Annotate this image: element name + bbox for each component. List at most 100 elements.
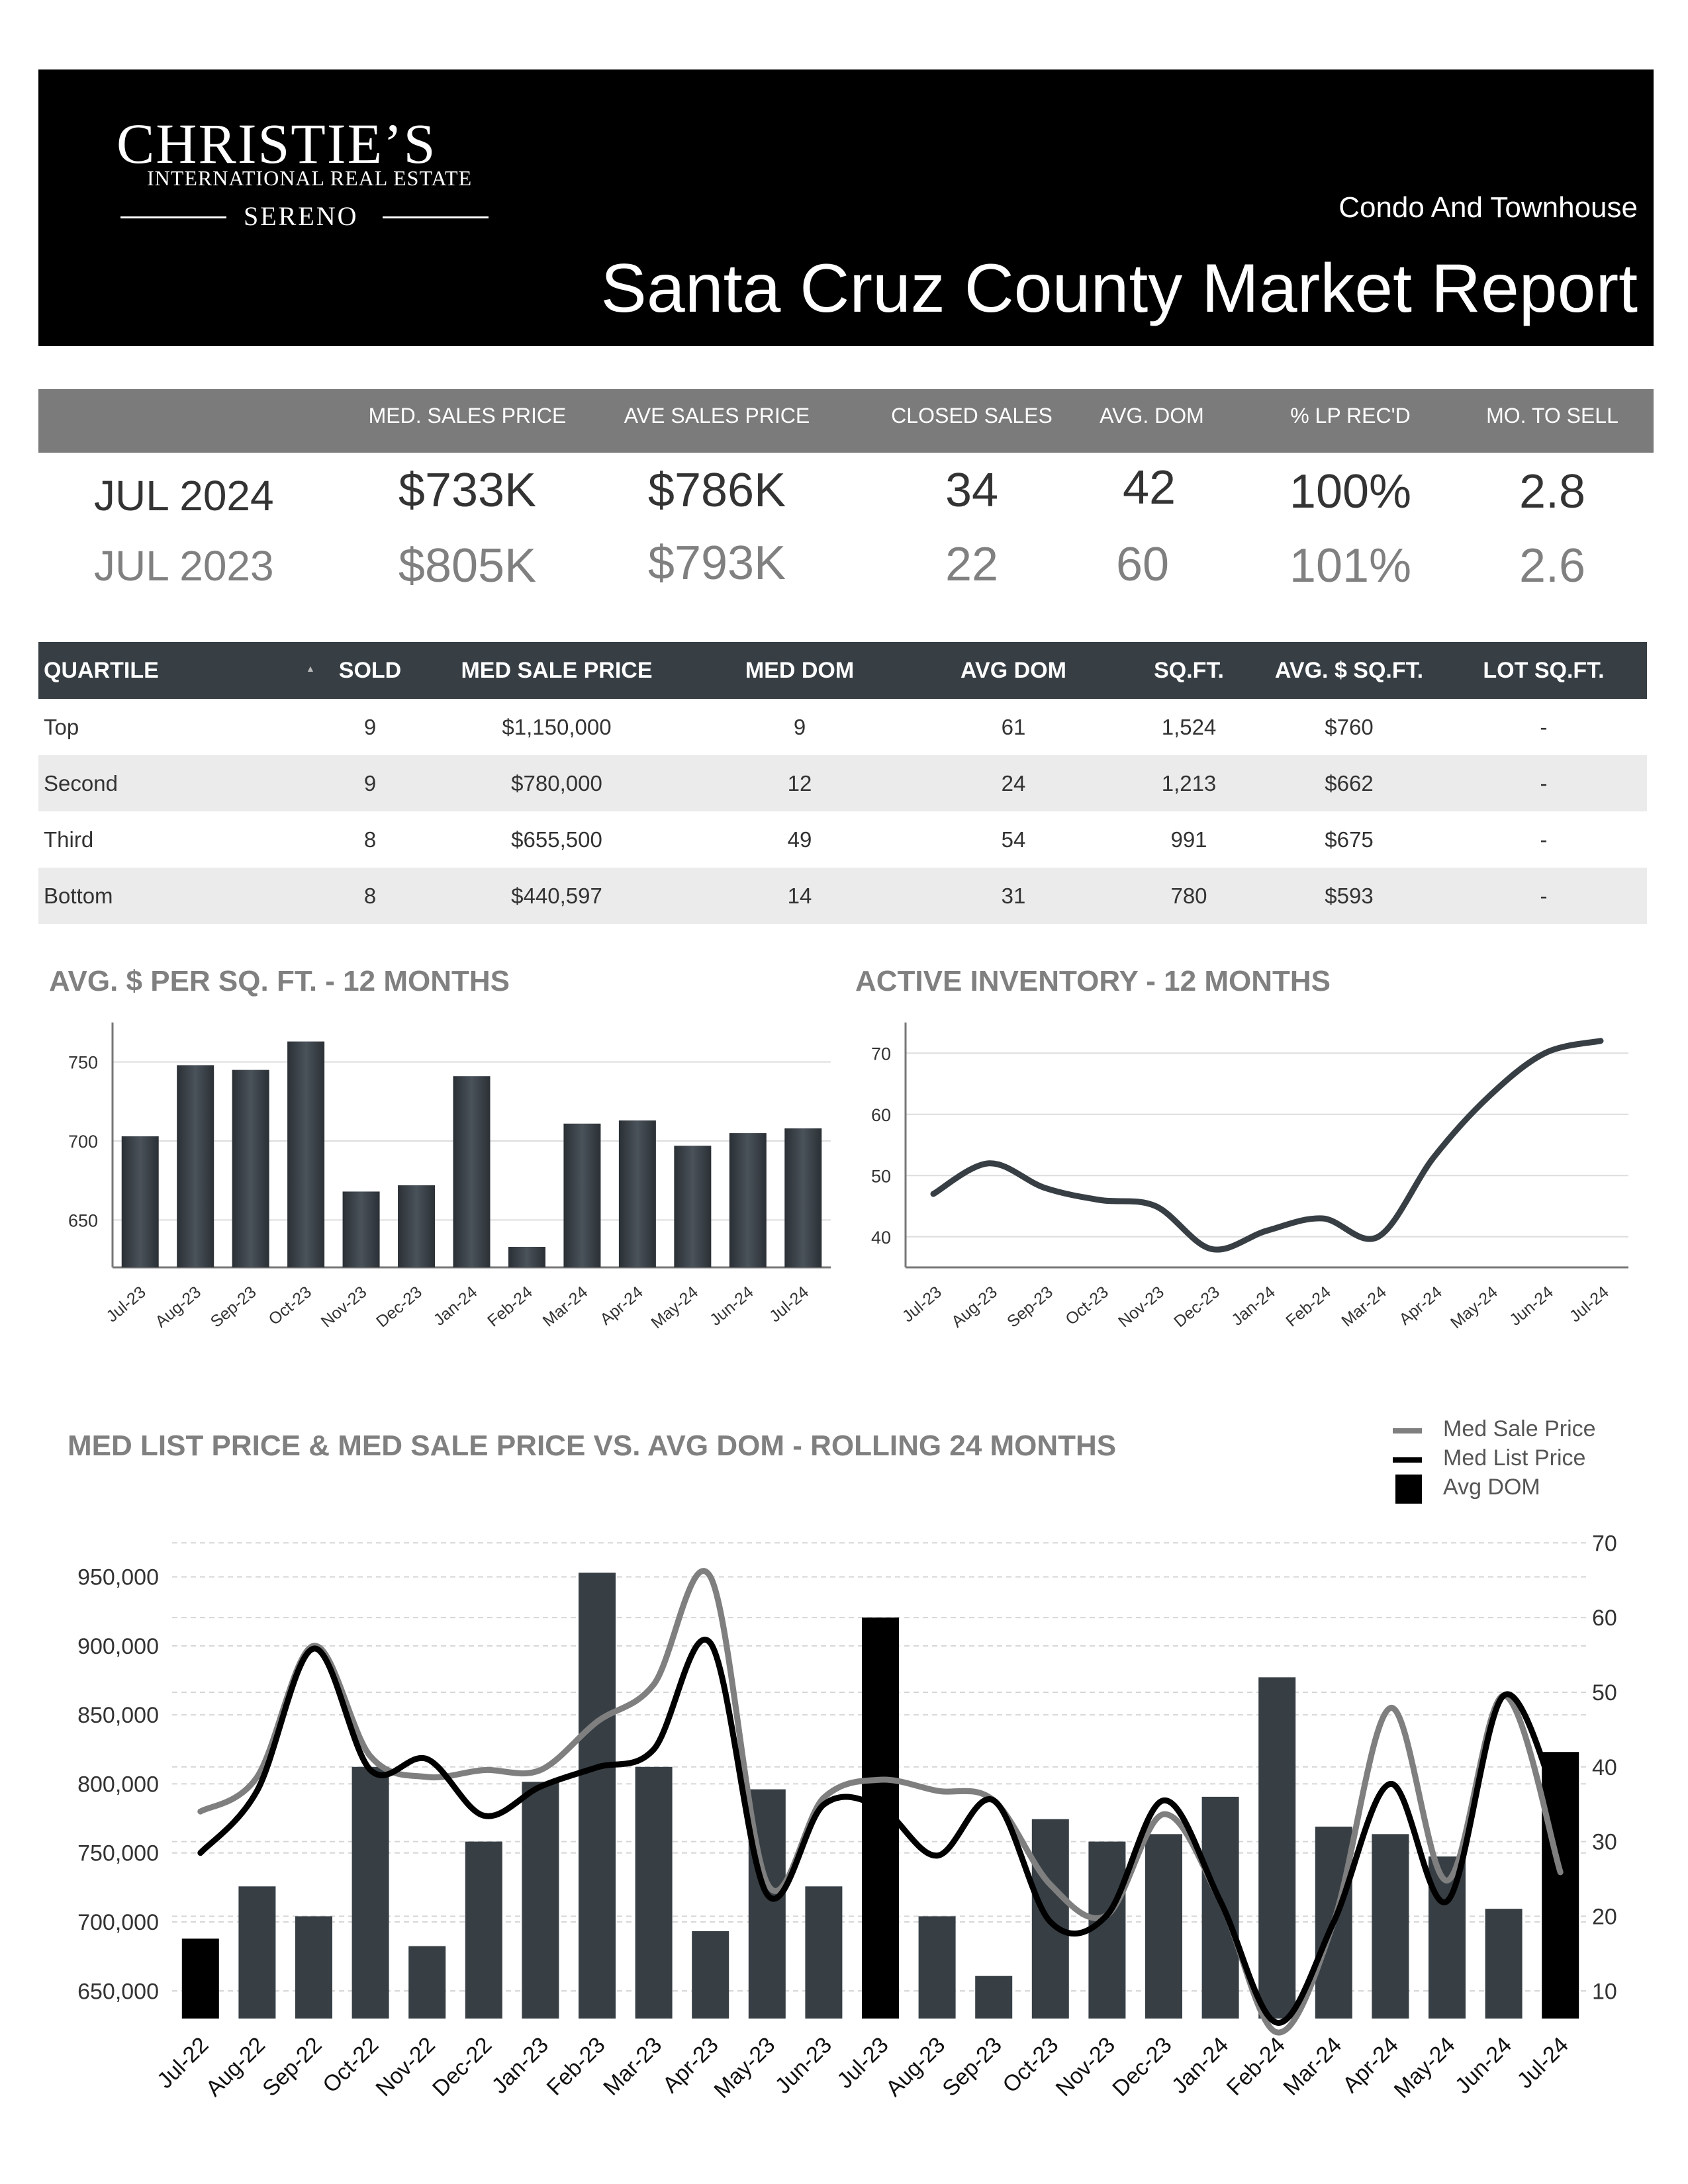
dom-bar-Apr-23 xyxy=(692,1931,729,2019)
dom-bar-Sep-23 xyxy=(975,1976,1013,2019)
med-sale-price-line xyxy=(197,1568,1564,2036)
previous-period-label: JUL 2023 xyxy=(94,542,274,590)
x-tick-label: Nov-23 xyxy=(318,1283,371,1331)
x-tick-label: Oct-23 xyxy=(1062,1283,1111,1329)
property-type: Condo And Townhouse xyxy=(1338,191,1638,224)
x-tick-label: Aug-23 xyxy=(948,1283,1001,1331)
x-tick-label: Aug-23 xyxy=(881,2032,950,2101)
column-header-avg-price-per-sqft[interactable]: AVG. $ SQ.FT. xyxy=(1274,658,1424,683)
x-tick-label: Jun-24 xyxy=(1450,2032,1517,2099)
x-tick-label: Feb-24 xyxy=(1282,1283,1335,1330)
y-tick-label: 40 xyxy=(871,1228,891,1248)
x-tick-label: Feb-24 xyxy=(484,1283,536,1330)
dom-bar-Dec-23 xyxy=(1145,1834,1182,2019)
avg-price-per-sqft: $675 xyxy=(1325,827,1374,852)
previous-closed-sales: 22 xyxy=(945,538,999,591)
legend-swatch xyxy=(1395,1475,1422,1504)
avg-price-per-sqft: $760 xyxy=(1325,715,1374,739)
x-tick-label: Dec-22 xyxy=(428,2032,496,2101)
x-tick-label: Jun-24 xyxy=(706,1283,757,1330)
dom-bar-May-24 xyxy=(1429,1856,1466,2019)
summary-header: % LP REC'D xyxy=(1290,404,1411,428)
previous-ave-sales-price: $793K xyxy=(647,537,786,590)
column-header-sqft[interactable]: SQ.FT. xyxy=(1154,658,1224,683)
x-tick-label: Aug-23 xyxy=(152,1283,205,1331)
lot-sqft: - xyxy=(1540,771,1548,796)
dom-bar-Jan-23 xyxy=(522,1782,559,2019)
legend-swatch xyxy=(1393,1457,1422,1463)
summary-header: AVE SALES PRICE xyxy=(624,404,810,428)
dom-bar-Dec-22 xyxy=(465,1841,502,2019)
quartile-name: Second xyxy=(44,771,118,796)
report-header: CHRISTIE’S INTERNATIONAL REAL ESTATE SER… xyxy=(38,69,1654,346)
column-header-lot-sqft[interactable]: LOT SQ.FT. xyxy=(1483,658,1605,683)
med-dom: 9 xyxy=(793,715,806,739)
right-axis-tick-label: 30 xyxy=(1592,1830,1617,1855)
lot-sqft: - xyxy=(1540,715,1548,739)
quartile-table: QUARTILE ▲ SOLD MED SALE PRICE MED DOM A… xyxy=(38,642,1647,924)
dom-bar-Apr-24 xyxy=(1372,1834,1409,2019)
x-tick-label: May-24 xyxy=(1447,1283,1501,1332)
quartile-table-header: QUARTILE ▲ SOLD MED SALE PRICE MED DOM A… xyxy=(38,642,1647,699)
y-tick-label: 70 xyxy=(871,1044,891,1064)
column-header-med-sale-price[interactable]: MED SALE PRICE xyxy=(461,658,653,683)
right-axis-tick-label: 70 xyxy=(1592,1531,1617,1556)
x-tick-label: Sep-23 xyxy=(1004,1283,1056,1331)
lot-sqft: - xyxy=(1540,827,1548,852)
dom-bar-Jul-24 xyxy=(1542,1752,1579,2019)
bar-Oct-23 xyxy=(287,1041,325,1267)
current-ave-sales-price: $786K xyxy=(647,464,786,517)
x-tick-label: Jan-24 xyxy=(430,1283,481,1330)
bar-Sep-23 xyxy=(232,1069,269,1267)
x-tick-label: Jan-23 xyxy=(487,2032,553,2099)
rolling-24-month-combo-chart: 650,000 700,000 750,000 800,000 850,000 900,0… xyxy=(77,1531,1617,2103)
dom-bar-Oct-22 xyxy=(352,1766,389,2019)
current-closed-sales: 34 xyxy=(945,464,999,517)
sold-count: 9 xyxy=(363,771,377,796)
column-header-sold[interactable]: SOLD xyxy=(338,658,402,683)
right-axis-tick-label: 10 xyxy=(1592,1979,1617,2004)
current-lp-received: 100% xyxy=(1289,465,1412,518)
x-tick-label: Aug-22 xyxy=(201,2032,270,2101)
x-tick-label: Apr-24 xyxy=(1395,1283,1446,1329)
price-per-sqft-chart-title: AVG. $ PER SQ. FT. - 12 MONTHS xyxy=(49,965,510,997)
sqft: 780 xyxy=(1170,884,1207,908)
bar-May-24 xyxy=(674,1146,712,1267)
inventory-chart-title: ACTIVE INVENTORY - 12 MONTHS xyxy=(855,965,1331,997)
x-tick-label: Nov-23 xyxy=(1115,1283,1168,1331)
y-tick-label: 650 xyxy=(68,1210,98,1230)
report-title: Santa Cruz County Market Report xyxy=(600,250,1638,327)
previous-med-sales-price: $805K xyxy=(398,539,537,592)
bar-Jun-24 xyxy=(729,1133,767,1267)
column-header-med-dom[interactable]: MED DOM xyxy=(745,658,855,683)
left-axis-tick-label: 700,000 xyxy=(77,1910,159,1935)
column-header-quartile[interactable]: QUARTILE xyxy=(44,658,159,683)
previous-lp-received: 101% xyxy=(1289,539,1412,592)
dom-bar-Nov-23 xyxy=(1088,1841,1126,2019)
quartile-name: Bottom xyxy=(44,884,113,908)
y-tick-label: 50 xyxy=(871,1166,891,1186)
previous-avg-dom: 60 xyxy=(1115,538,1170,591)
left-axis-tick-label: 650,000 xyxy=(77,1979,159,2004)
sold-count: 9 xyxy=(363,715,377,739)
left-axis-tick-label: 950,000 xyxy=(77,1565,159,1590)
summary-header: CLOSED SALES xyxy=(891,404,1053,428)
dom-bar-Jun-23 xyxy=(805,1886,843,2019)
x-tick-label: Jun-24 xyxy=(1506,1283,1557,1330)
x-tick-label: May-24 xyxy=(1389,2032,1460,2103)
sort-ascending-icon[interactable]: ▲ xyxy=(306,663,315,674)
dom-bar-Mar-23 xyxy=(635,1766,673,2019)
x-tick-label: Mar-24 xyxy=(1338,1283,1390,1330)
y-tick-label: 60 xyxy=(871,1105,891,1125)
x-tick-label: Jul-23 xyxy=(103,1283,149,1326)
x-tick-label: Mar-24 xyxy=(1278,2032,1346,2101)
price-per-sqft-bar-chart: 650 700 750 Jul-23 Aug-23 Sep-23 Oct-23 Nov-23 D… xyxy=(68,1023,831,1332)
sqft: 1,213 xyxy=(1161,771,1217,796)
med-dom: 12 xyxy=(787,771,812,796)
x-tick-label: Oct-23 xyxy=(998,2032,1063,2098)
x-tick-label: Dec-23 xyxy=(373,1283,426,1331)
sqft: 991 xyxy=(1170,827,1207,852)
summary-header-bar xyxy=(38,389,1654,453)
column-header-avg-dom[interactable]: AVG DOM xyxy=(961,658,1066,683)
med-sale-price: $1,150,000 xyxy=(502,715,612,739)
